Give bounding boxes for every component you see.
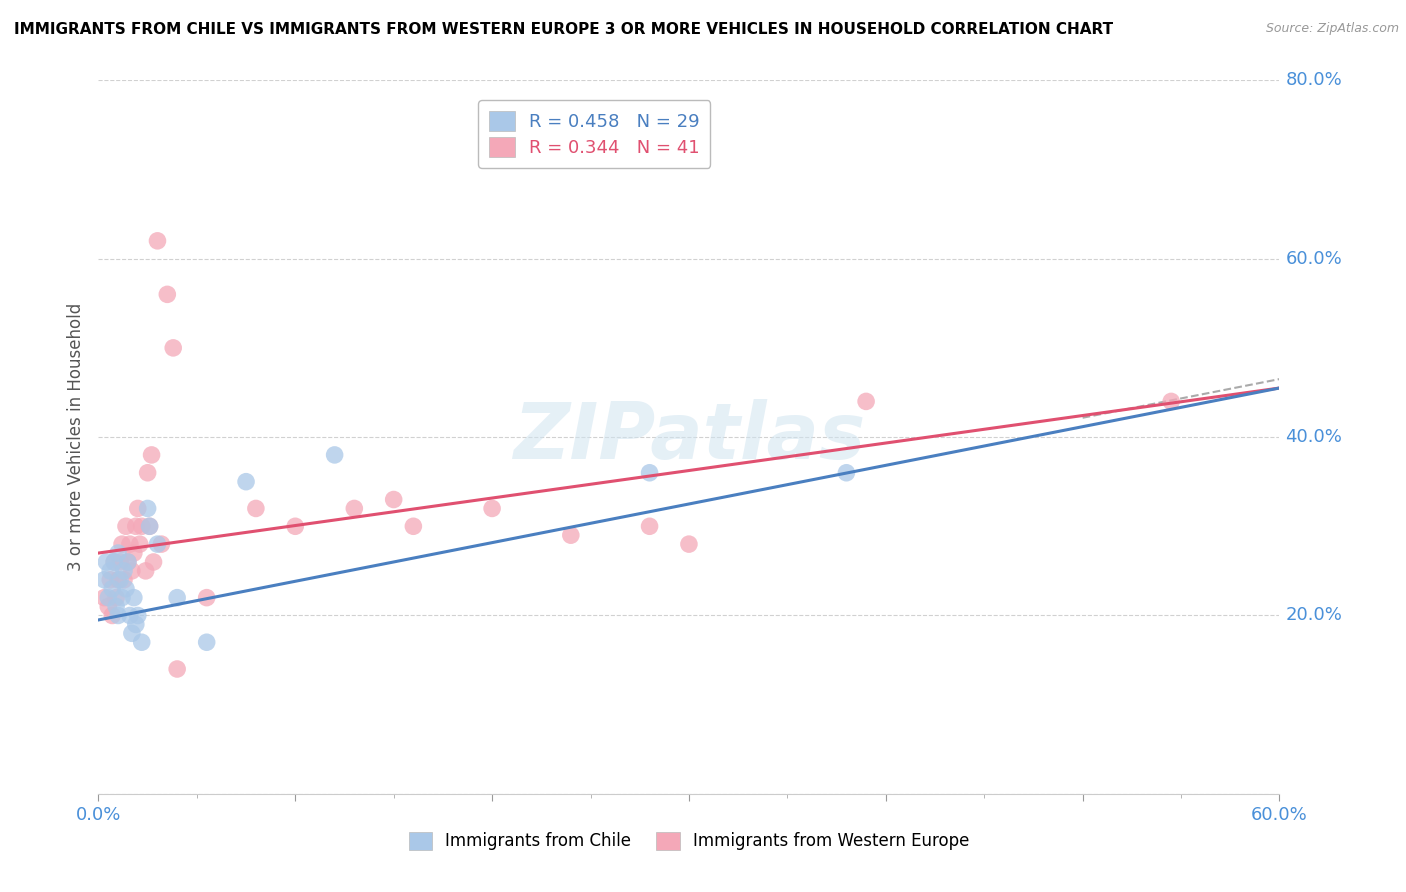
Point — [402, 519, 425, 533]
Point — [138, 519, 160, 533]
Point — [117, 555, 139, 569]
Point — [560, 528, 582, 542]
Point — [115, 582, 138, 596]
Point — [195, 591, 218, 605]
Point — [122, 546, 145, 560]
Point — [108, 573, 131, 587]
Point — [111, 537, 134, 551]
Point — [131, 519, 153, 533]
Point — [195, 635, 218, 649]
Point — [136, 501, 159, 516]
Point — [125, 519, 148, 533]
Point — [142, 555, 165, 569]
Point — [638, 466, 661, 480]
Point — [162, 341, 184, 355]
Point — [97, 599, 120, 614]
Point — [127, 501, 149, 516]
Point — [638, 519, 661, 533]
Point — [107, 573, 129, 587]
Point — [98, 573, 121, 587]
Point — [122, 591, 145, 605]
Point — [835, 466, 858, 480]
Text: IMMIGRANTS FROM CHILE VS IMMIGRANTS FROM WESTERN EUROPE 3 OR MORE VEHICLES IN HO: IMMIGRANTS FROM CHILE VS IMMIGRANTS FROM… — [14, 22, 1114, 37]
Point — [115, 519, 138, 533]
Point — [101, 582, 124, 596]
Point — [118, 608, 141, 623]
Point — [107, 546, 129, 560]
Point — [245, 501, 267, 516]
Point — [128, 537, 150, 551]
Text: 80.0%: 80.0% — [1285, 71, 1343, 89]
Point — [284, 519, 307, 533]
Point — [156, 287, 179, 301]
Point — [121, 564, 143, 578]
Point — [481, 501, 503, 516]
Text: ZIPatlas: ZIPatlas — [513, 399, 865, 475]
Point — [166, 591, 188, 605]
Point — [125, 617, 148, 632]
Point — [136, 466, 159, 480]
Point — [343, 501, 366, 516]
Point — [101, 608, 124, 623]
Point — [138, 519, 160, 533]
Point — [96, 555, 118, 569]
Point — [235, 475, 257, 489]
Point — [103, 555, 125, 569]
Point — [108, 555, 131, 569]
Point — [117, 555, 139, 569]
Point — [382, 492, 405, 507]
Point — [118, 537, 141, 551]
Text: 60.0%: 60.0% — [1285, 250, 1343, 268]
Legend: Immigrants from Chile, Immigrants from Western Europe: Immigrants from Chile, Immigrants from W… — [402, 825, 976, 857]
Point — [112, 564, 135, 578]
Point — [97, 591, 120, 605]
Text: 40.0%: 40.0% — [1285, 428, 1343, 446]
Text: Source: ZipAtlas.com: Source: ZipAtlas.com — [1265, 22, 1399, 36]
Text: 20.0%: 20.0% — [1285, 607, 1343, 624]
Point — [107, 608, 129, 623]
Point — [93, 573, 115, 587]
Point — [323, 448, 346, 462]
Point — [93, 591, 115, 605]
Point — [141, 448, 163, 462]
Point — [111, 591, 134, 605]
Point — [131, 635, 153, 649]
Point — [146, 234, 169, 248]
Point — [98, 564, 121, 578]
Point — [112, 573, 135, 587]
Y-axis label: 3 or more Vehicles in Household: 3 or more Vehicles in Household — [66, 303, 84, 571]
Point — [103, 555, 125, 569]
Point — [105, 591, 128, 605]
Point — [127, 608, 149, 623]
Point — [135, 564, 157, 578]
Point — [105, 599, 128, 614]
Point — [678, 537, 700, 551]
Point — [855, 394, 877, 409]
Point — [121, 626, 143, 640]
Point — [146, 537, 169, 551]
Point — [166, 662, 188, 676]
Point — [150, 537, 173, 551]
Point — [1160, 394, 1182, 409]
